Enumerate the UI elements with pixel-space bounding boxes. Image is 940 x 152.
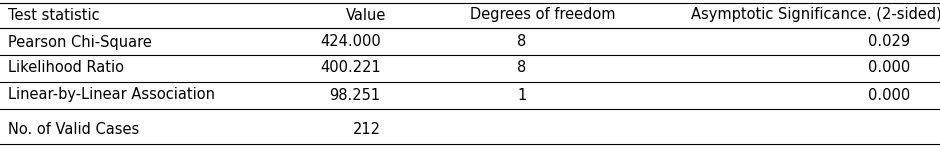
Text: Asymptotic Significance. (2-sided): Asymptotic Significance. (2-sided) xyxy=(691,7,940,22)
Text: 212: 212 xyxy=(352,123,381,138)
Text: 0.000: 0.000 xyxy=(868,88,910,102)
Text: Pearson Chi-Square: Pearson Chi-Square xyxy=(8,35,151,50)
Text: 0.029: 0.029 xyxy=(868,35,910,50)
Text: Test statistic: Test statistic xyxy=(8,7,99,22)
Text: Value: Value xyxy=(346,7,386,22)
Text: 0.000: 0.000 xyxy=(868,60,910,76)
Text: Degrees of freedom: Degrees of freedom xyxy=(470,7,616,22)
Text: 8: 8 xyxy=(517,60,526,76)
Text: Likelihood Ratio: Likelihood Ratio xyxy=(8,60,123,76)
Text: 400.221: 400.221 xyxy=(320,60,381,76)
Text: 98.251: 98.251 xyxy=(330,88,381,102)
Text: 8: 8 xyxy=(517,35,526,50)
Text: No. of Valid Cases: No. of Valid Cases xyxy=(8,123,139,138)
Text: 424.000: 424.000 xyxy=(320,35,381,50)
Text: 1: 1 xyxy=(517,88,526,102)
Text: Linear-by-Linear Association: Linear-by-Linear Association xyxy=(8,88,214,102)
